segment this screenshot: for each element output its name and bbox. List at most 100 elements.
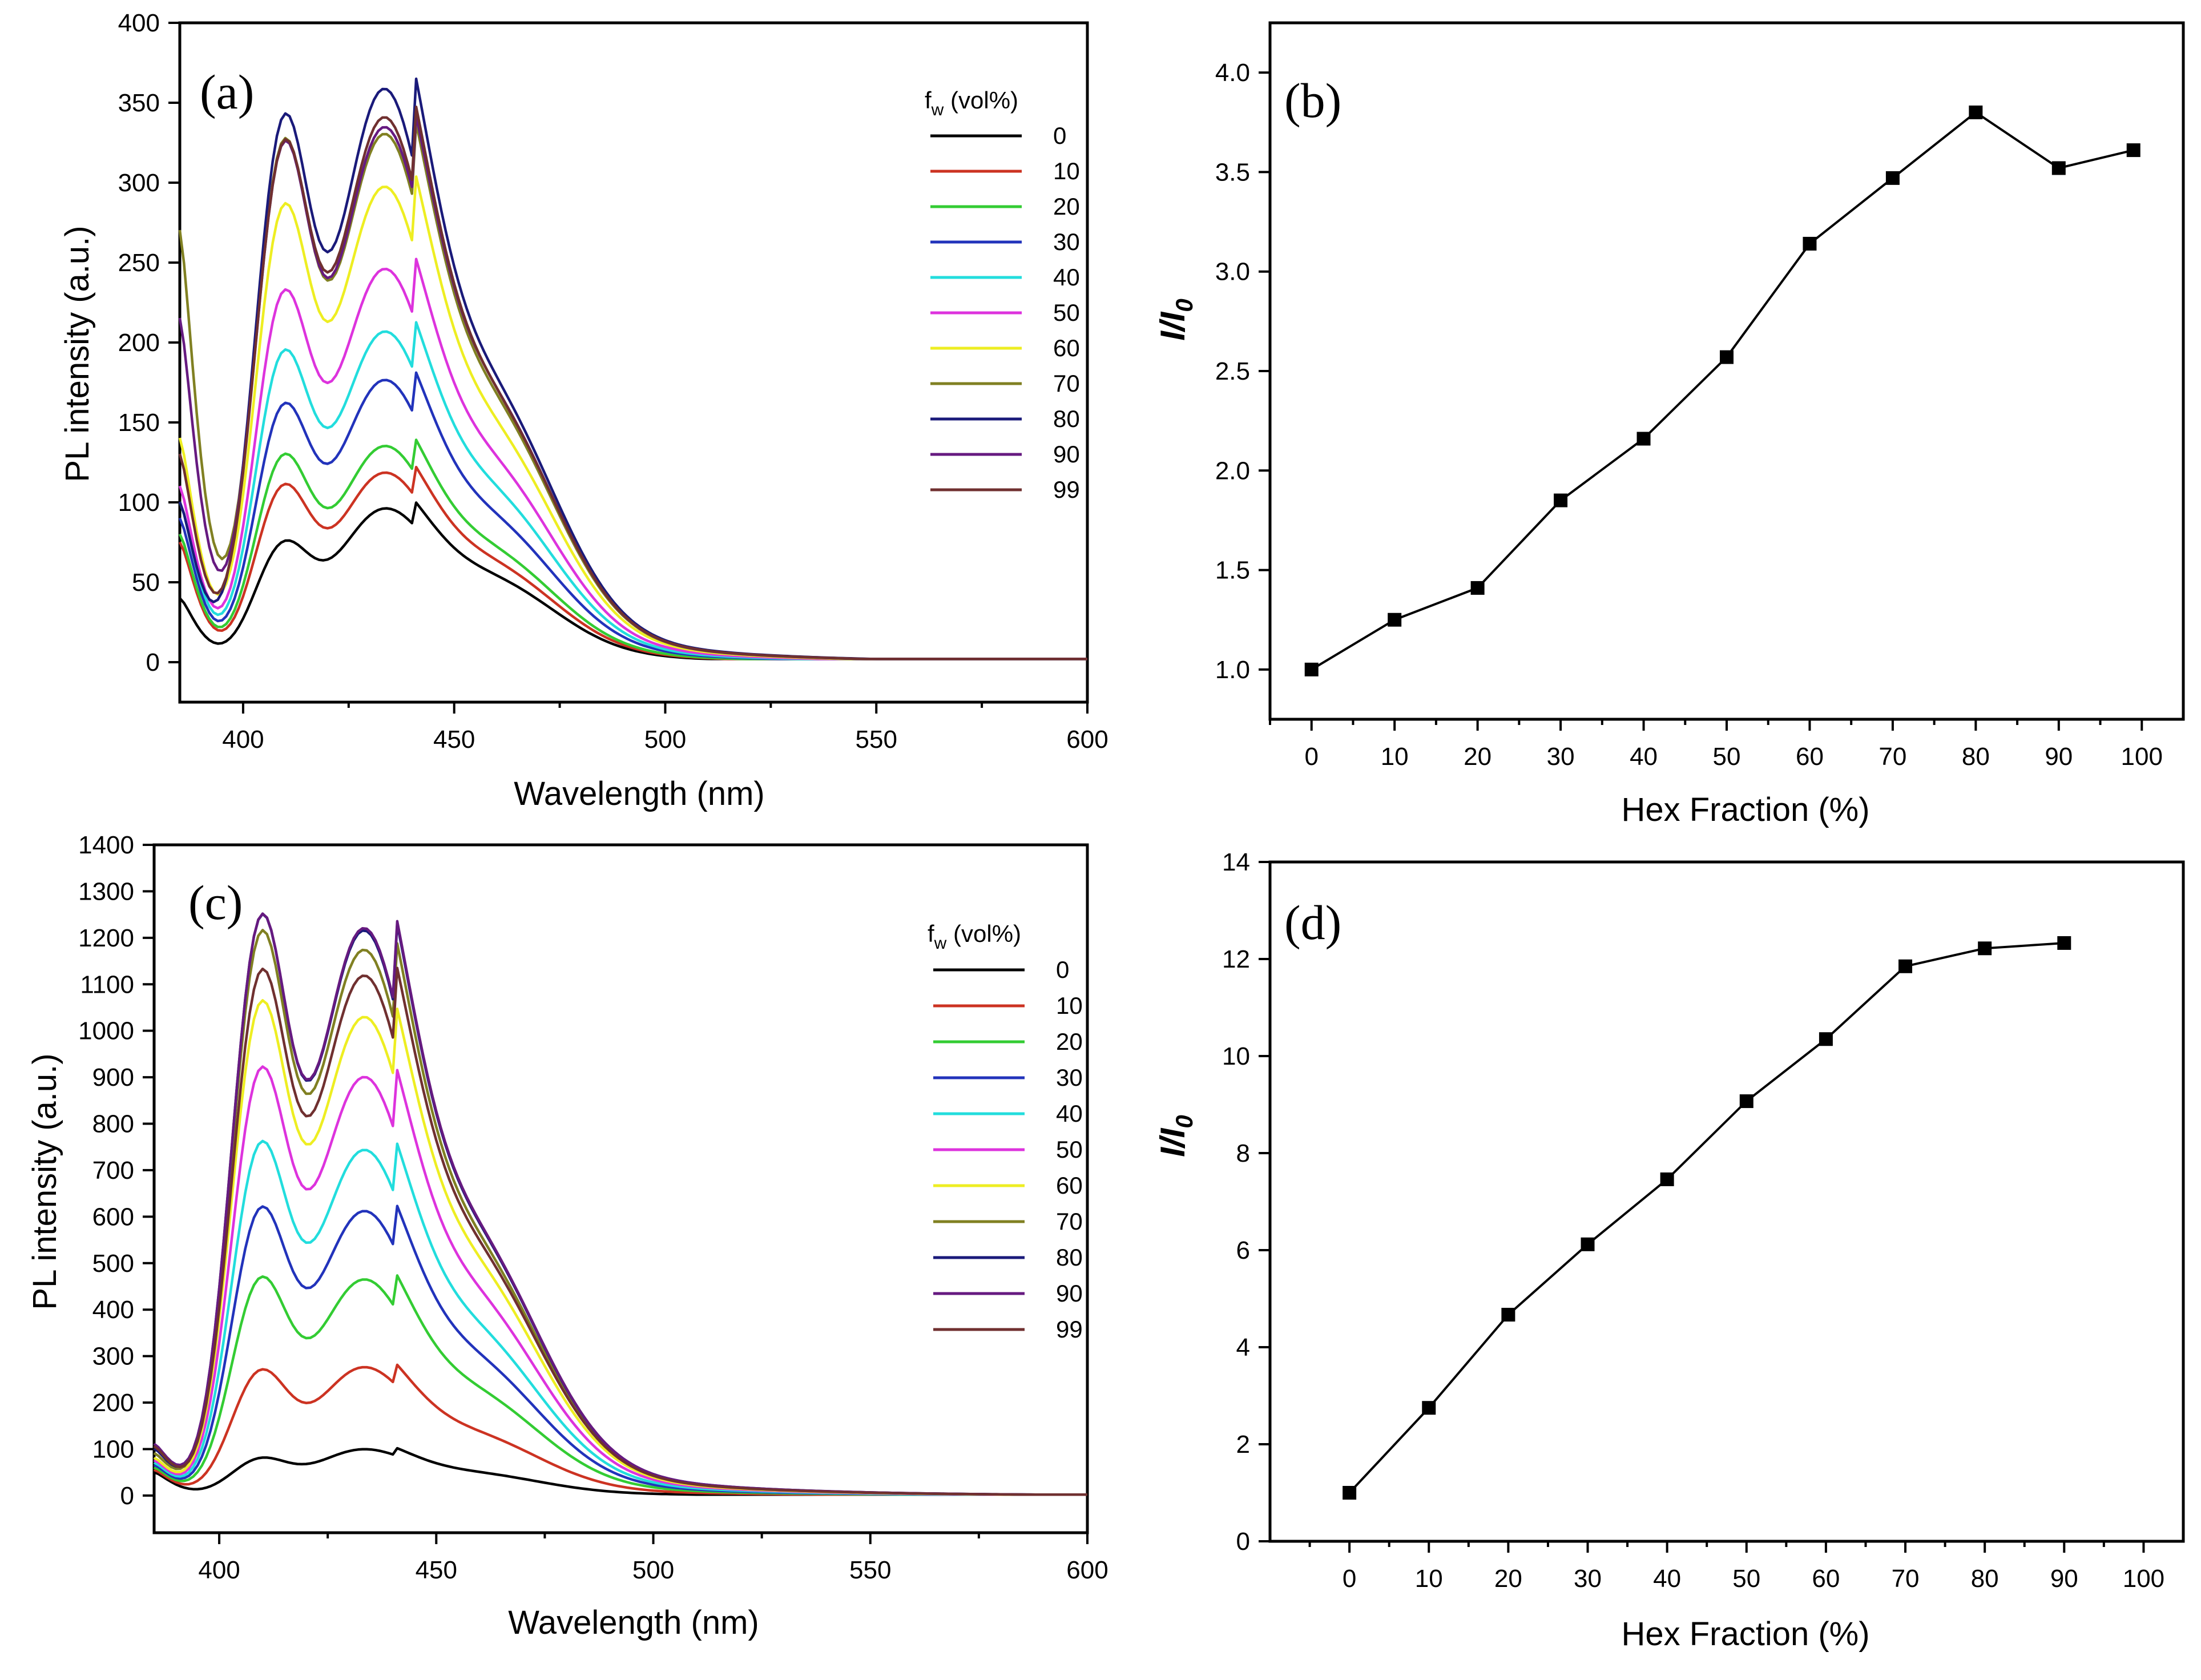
panel-b-xtick-label: 30 [1547, 743, 1575, 771]
panel-d-point [1581, 1237, 1595, 1251]
panel-d-ytick-label: 10 [1222, 1042, 1250, 1070]
panel-d-ytick-label: 4 [1236, 1333, 1250, 1361]
panel-a-legend-label-50: 50 [1053, 299, 1080, 326]
panel-a-legend-label-70: 70 [1053, 370, 1080, 397]
panel-b-xtick-label: 40 [1630, 743, 1658, 771]
panel-a-xtick-label: 400 [222, 726, 264, 754]
panel-c-series-40 [153, 1139, 1087, 1496]
panel-d-xtick-label: 30 [1574, 1565, 1602, 1593]
panel-c-ytick-label: 1000 [78, 1017, 134, 1045]
panel-c-ytick-label: 100 [92, 1435, 134, 1463]
panel-b-xtick-label: 20 [1464, 743, 1491, 771]
legend-title-sub: w [934, 934, 947, 953]
panel-d-point [1978, 941, 1992, 956]
panel-b-line [1311, 111, 2134, 671]
panel-d-ytick-label: 8 [1236, 1139, 1250, 1167]
panel-a-ytick-label: 100 [118, 489, 160, 517]
panel-b-ratio: (b) Hex Fraction (%) I/I0 0 10 20 30 40 50 60 7… [1154, 21, 2185, 828]
panel-a-spectra: (a) Wavelength (nm) PL intensity (a.u.) … [59, 9, 1108, 812]
panel-d-xtick-label: 100 [2123, 1565, 2164, 1593]
panel-c-legend-label-80: 80 [1056, 1244, 1083, 1271]
panel-d-ylabel: I/I0 [1154, 1115, 1198, 1157]
panel-b-xtick-label: 80 [1962, 743, 1990, 771]
panel-c-xlabel: Wavelength (nm) [508, 1604, 759, 1641]
panel-b-point [1388, 613, 1402, 627]
panel-a-series-0 [179, 501, 1087, 660]
panel-c-legend-label-40: 40 [1056, 1100, 1083, 1127]
panel-a-ylabel: PL intensity (a.u.) [59, 225, 96, 482]
panel-c-legend-label-10: 10 [1056, 992, 1083, 1019]
panel-d-point [1660, 1172, 1674, 1186]
panel-c-series-80 [153, 912, 1087, 1496]
panel-a-ytick-label: 400 [118, 9, 160, 37]
panel-b-ytick-label: 3.0 [1215, 258, 1250, 286]
panel-c-series-90 [153, 912, 1087, 1496]
panel-a-legend-label-30: 30 [1053, 228, 1080, 255]
panel-b-point [1969, 105, 1983, 119]
panel-a-legend-label-10: 10 [1053, 158, 1080, 184]
panel-d-xtick-label: 60 [1812, 1565, 1840, 1593]
panel-b-xtick-label: 60 [1796, 743, 1824, 771]
panel-b-point [2126, 143, 2140, 158]
panel-d-xtick-label: 10 [1415, 1565, 1443, 1593]
panel-c-xtick-label: 550 [849, 1556, 891, 1584]
panel-d-xtick-label: 0 [1343, 1565, 1356, 1593]
panel-c-legend-label-60: 60 [1056, 1172, 1083, 1199]
panel-a-series-90 [178, 114, 1087, 660]
panel-a-ytick-label: 350 [118, 89, 160, 117]
panel-c-ytick-label: 800 [92, 1110, 134, 1138]
panel-a-legend-label-40: 40 [1053, 264, 1080, 291]
panel-d-point [1819, 1032, 1833, 1046]
panel-d-xtick-label: 70 [1892, 1565, 1920, 1593]
panel-c-ytick-label: 600 [92, 1203, 134, 1231]
legend-title-rest: (vol%) [946, 920, 1021, 947]
panel-c-xtick-label: 400 [198, 1556, 240, 1584]
panel-a-ytick-label: 0 [146, 648, 160, 676]
panel-d-xtick-label: 50 [1732, 1565, 1760, 1593]
panel-d-label: (d) [1284, 895, 1341, 950]
panel-c-legend-label-70: 70 [1056, 1208, 1083, 1235]
legend-title-sub: w [931, 100, 944, 119]
panel-d-ytick-label: 12 [1222, 945, 1250, 973]
panel-b-point [1803, 236, 1817, 251]
panel-a-xlabel: Wavelength (nm) [514, 775, 764, 812]
panel-b-xlabel: Hex Fraction (%) [1621, 791, 1869, 828]
panel-b-point [1885, 171, 1900, 185]
panel-c-ytick-label: 1200 [78, 924, 134, 952]
panel-a-ytick-label: 150 [118, 409, 160, 437]
panel-d-point [1739, 1094, 1753, 1109]
panel-a-series-50 [178, 257, 1087, 660]
panel-d-ylabel-main: I/I [1154, 1127, 1192, 1157]
panel-b-xtick-label: 0 [1304, 743, 1318, 771]
panel-c-ytick-label: 300 [92, 1343, 134, 1371]
panel-a-ytick-label: 300 [118, 169, 160, 197]
panel-b-xtick-label: 70 [1878, 743, 1906, 771]
panel-c-ylabel: PL intensity (a.u.) [26, 1053, 63, 1310]
panel-c-label: (c) [188, 875, 243, 930]
panel-c-legend-label-20: 20 [1056, 1028, 1083, 1055]
panel-c-ytick-label: 1300 [78, 877, 134, 905]
panel-b-ylabel-sub: 0 [1171, 299, 1198, 312]
panel-a-legend-title: fw (vol%) [925, 87, 1018, 119]
panel-a-series-70 [178, 122, 1087, 660]
panel-a-legend-label-90: 90 [1053, 441, 1080, 468]
panel-b-label: (b) [1284, 73, 1341, 128]
panel-b-ytick-label: 1.0 [1215, 656, 1250, 684]
panel-c-legend-label-99: 99 [1056, 1316, 1083, 1343]
legend-title-main: f [925, 87, 932, 114]
panel-c-ytick-label: 500 [92, 1250, 134, 1278]
panel-b-ytick-label: 4.0 [1215, 59, 1250, 87]
panel-b-point [1720, 350, 1734, 364]
panel-b-xtick-label: 10 [1381, 743, 1409, 771]
panel-c-legend-label-0: 0 [1056, 956, 1069, 983]
panel-a-xtick-label: 550 [856, 726, 897, 754]
panel-b-xtick-label: 90 [2045, 743, 2073, 771]
panel-c-xtick-label: 600 [1066, 1556, 1108, 1584]
legend-title-main: f [928, 920, 934, 947]
legend-title-rest: (vol%) [944, 87, 1018, 114]
panel-a-label: (a) [200, 65, 254, 119]
panel-c-ytick-label: 0 [120, 1482, 134, 1510]
panel-d-ytick-label: 0 [1236, 1528, 1250, 1556]
panel-b-point [1470, 581, 1485, 595]
panel-c-legend-label-90: 90 [1056, 1280, 1083, 1307]
